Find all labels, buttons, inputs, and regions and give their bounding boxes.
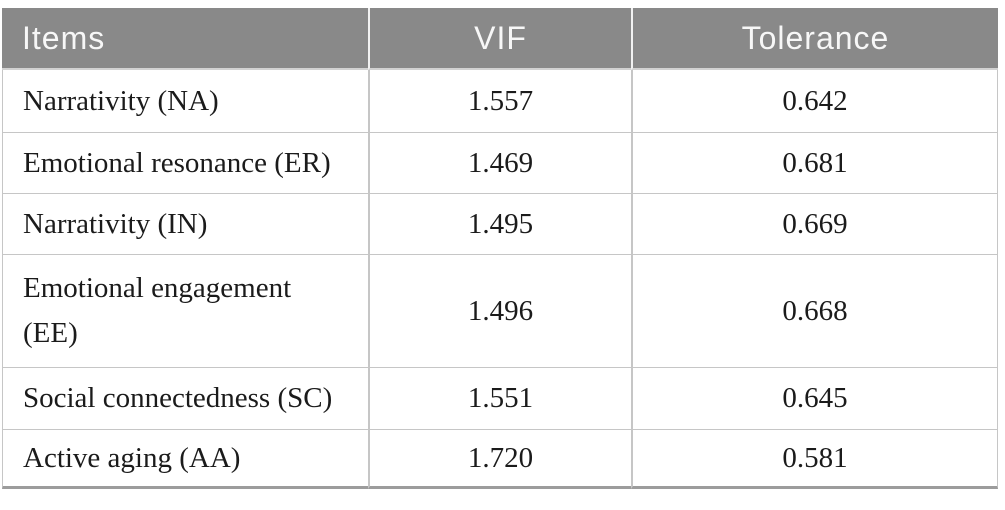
tolerance-value-cell: 0.681 xyxy=(630,133,998,194)
table-header-row: Items VIF Tolerance xyxy=(2,8,998,70)
header-cell-tolerance: Tolerance xyxy=(630,8,998,70)
item-name-cell: Narrativity (NA) xyxy=(2,70,369,133)
header-cell-items: Items xyxy=(2,8,369,70)
vif-value-cell: 1.551 xyxy=(368,368,631,430)
tolerance-value-cell: 0.669 xyxy=(630,194,998,255)
vif-value-cell: 1.557 xyxy=(368,70,631,133)
table-row: Narrativity (NA) 1.557 0.642 xyxy=(2,70,998,133)
tolerance-value-cell: 0.645 xyxy=(630,368,998,430)
item-name-cell: Social connectedness (SC) xyxy=(2,368,369,430)
table-row: Narrativity (IN) 1.495 0.669 xyxy=(2,194,998,255)
vif-value-cell: 1.720 xyxy=(368,430,631,489)
vif-value-cell: 1.469 xyxy=(368,133,631,194)
vif-value-cell: 1.496 xyxy=(368,255,631,368)
item-name-cell: Emotional engagement (EE) xyxy=(2,255,369,368)
item-name-cell: Emotional resonance (ER) xyxy=(2,133,369,194)
item-name-cell: Narrativity (IN) xyxy=(2,194,369,255)
table-row: Emotional resonance (ER) 1.469 0.681 xyxy=(2,133,998,194)
tolerance-value-cell: 0.642 xyxy=(630,70,998,133)
item-name-cell: Active aging (AA) xyxy=(2,430,369,489)
table-row: Active aging (AA) 1.720 0.581 xyxy=(2,430,998,489)
tolerance-value-cell: 0.581 xyxy=(630,430,998,489)
table-row: Social connectedness (SC) 1.551 0.645 xyxy=(2,368,998,430)
tolerance-value-cell: 0.668 xyxy=(630,255,998,368)
collinearity-stats-table: Items VIF Tolerance Narrativity (NA) 1.5… xyxy=(2,8,998,489)
header-cell-vif: VIF xyxy=(368,8,631,70)
table-row: Emotional engagement (EE) 1.496 0.668 xyxy=(2,255,998,368)
vif-value-cell: 1.495 xyxy=(368,194,631,255)
